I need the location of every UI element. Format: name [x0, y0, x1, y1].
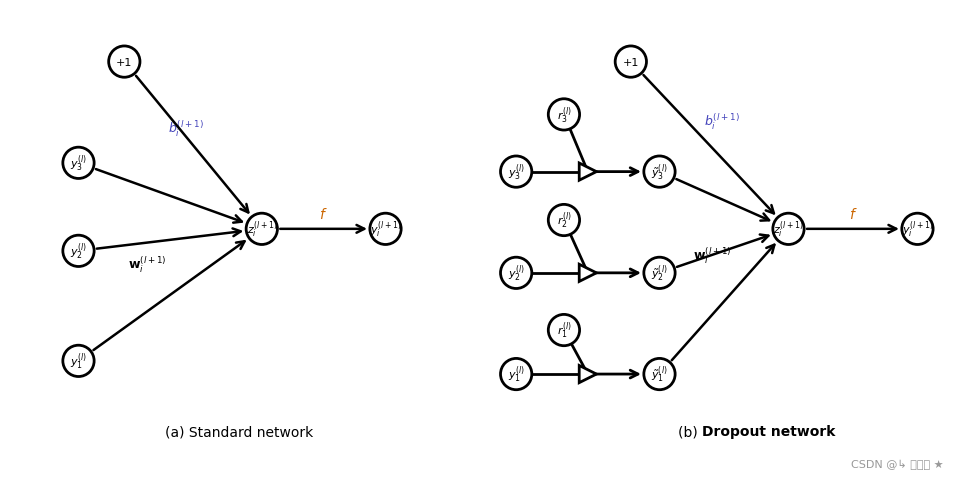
Text: $r_2^{(l)}$: $r_2^{(l)}$ [557, 210, 571, 231]
Text: CSDN @↳ 知冷沖 ★: CSDN @↳ 知冷沖 ★ [850, 459, 944, 468]
Text: $y_i^{(l+1)}$: $y_i^{(l+1)}$ [902, 219, 933, 240]
Text: $y_2^{(l)}$: $y_2^{(l)}$ [508, 263, 525, 284]
Ellipse shape [644, 258, 675, 289]
Text: $y_3^{(l)}$: $y_3^{(l)}$ [70, 153, 87, 174]
Text: (a) Standard network: (a) Standard network [165, 425, 313, 438]
Ellipse shape [644, 157, 675, 188]
Text: $\tilde{y}_3^{(l)}$: $\tilde{y}_3^{(l)}$ [651, 162, 668, 183]
Text: $y_1^{(l)}$: $y_1^{(l)}$ [508, 364, 525, 385]
Ellipse shape [548, 315, 579, 346]
Ellipse shape [615, 47, 646, 78]
Text: $y_2^{(l)}$: $y_2^{(l)}$ [70, 241, 87, 262]
Ellipse shape [773, 214, 804, 245]
Text: $y_3^{(l)}$: $y_3^{(l)}$ [508, 162, 525, 183]
Ellipse shape [902, 214, 933, 245]
Text: $b_i^{(l+1)}$: $b_i^{(l+1)}$ [169, 118, 204, 139]
Text: $\tilde{y}_1^{(l)}$: $\tilde{y}_1^{(l)}$ [651, 364, 668, 385]
Text: +1: +1 [623, 58, 639, 67]
Text: (b): (b) [679, 425, 702, 438]
Ellipse shape [108, 47, 140, 78]
Text: $\mathbf{w}_i^{(l+1)}$: $\mathbf{w}_i^{(l+1)}$ [693, 245, 731, 266]
Ellipse shape [62, 236, 95, 267]
Text: $f$: $f$ [848, 206, 857, 222]
Ellipse shape [246, 214, 278, 245]
Text: $\tilde{y}_2^{(l)}$: $\tilde{y}_2^{(l)}$ [651, 263, 668, 284]
Text: $b_i^{(l+1)}$: $b_i^{(l+1)}$ [704, 112, 739, 132]
Text: $r_1^{(l)}$: $r_1^{(l)}$ [557, 320, 571, 341]
Ellipse shape [644, 359, 675, 390]
Ellipse shape [548, 205, 579, 236]
Polygon shape [579, 264, 597, 282]
Ellipse shape [548, 100, 579, 131]
Text: $f$: $f$ [320, 206, 328, 222]
Text: $z_i^{(l+1)}$: $z_i^{(l+1)}$ [773, 219, 803, 240]
Text: $r_3^{(l)}$: $r_3^{(l)}$ [557, 105, 571, 125]
Text: $y_i^{(l+1)}$: $y_i^{(l+1)}$ [370, 219, 402, 240]
Polygon shape [579, 163, 597, 181]
Text: Dropout network: Dropout network [702, 425, 836, 438]
Polygon shape [579, 366, 597, 383]
Ellipse shape [62, 346, 95, 377]
Text: $\mathbf{w}_i^{(l+1)}$: $\mathbf{w}_i^{(l+1)}$ [128, 254, 167, 275]
Ellipse shape [500, 157, 531, 188]
Text: $z_i^{(l+1)}$: $z_i^{(l+1)}$ [247, 219, 277, 240]
Ellipse shape [62, 148, 95, 179]
Ellipse shape [500, 258, 531, 289]
Ellipse shape [370, 214, 401, 245]
Ellipse shape [500, 359, 531, 390]
Text: +1: +1 [116, 58, 133, 67]
Text: $y_1^{(l)}$: $y_1^{(l)}$ [70, 351, 87, 371]
